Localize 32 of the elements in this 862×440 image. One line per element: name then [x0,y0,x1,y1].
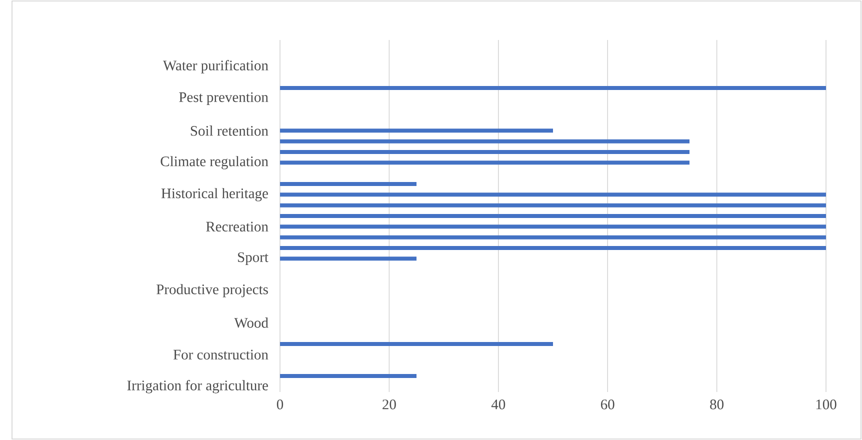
y-tick-label: Water purification [162,60,268,74]
y-tick-label: Soil retention [190,126,268,136]
bar [280,139,690,144]
bar [280,374,417,378]
y-tick-label: Irrigation for agriculture [127,380,268,394]
y-tick-label: Pest prevention [179,92,268,106]
x-tick-label: 100 [816,400,836,410]
y-tick-label: Productive projects [156,284,268,298]
y-tick-label: Wood [234,318,268,328]
x-tick-label: 40 [491,400,506,410]
y-tick-label: Sport [238,252,268,266]
bar [280,256,417,261]
bar [280,214,826,218]
y-tick-label: Historical heritage [161,188,268,202]
bar [280,86,826,90]
bar [280,160,690,165]
x-tick-label: 20 [382,400,396,410]
y-tick-label: Climate regulation [160,156,268,170]
y-tick-label: For construction [173,350,268,360]
bar [280,246,826,250]
y-tick-label: Recreation [206,222,268,232]
x-tick-label: 0 [276,400,284,410]
bar [280,224,826,229]
bar [280,150,690,154]
x-tick-label: 80 [710,400,724,410]
bar [280,128,553,133]
bar [280,203,826,208]
bar [280,192,826,197]
bar [280,182,417,186]
x-tick-label: 60 [600,400,614,410]
bar [280,235,826,240]
bar [280,342,553,346]
